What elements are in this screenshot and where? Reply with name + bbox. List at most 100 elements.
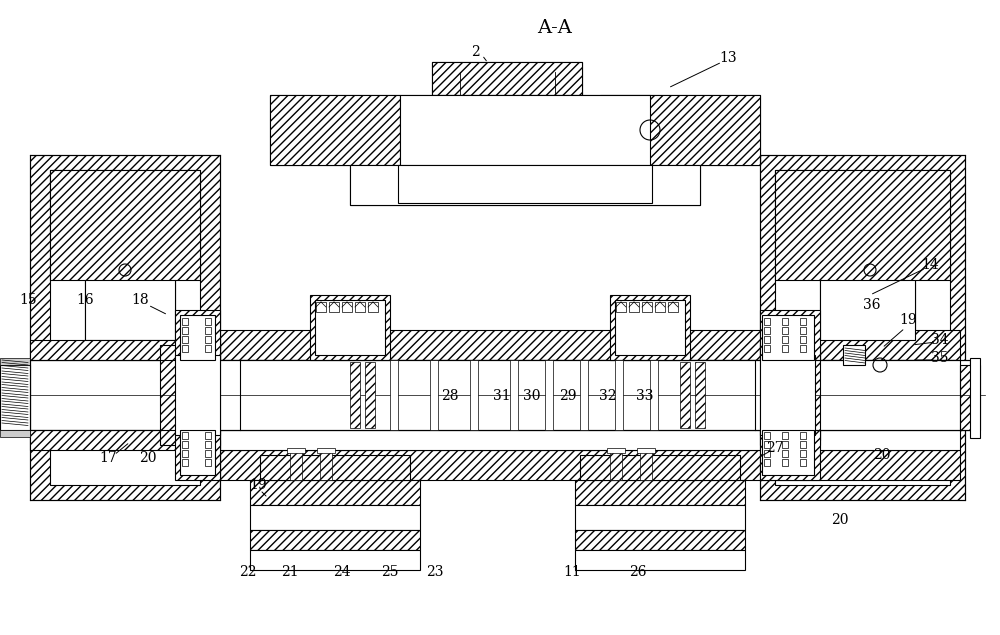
Bar — [607, 448, 625, 453]
Text: 25: 25 — [381, 565, 399, 579]
Bar — [315, 300, 385, 355]
Bar — [260, 455, 410, 480]
Bar — [400, 95, 650, 165]
Bar — [220, 450, 775, 480]
Text: 22: 22 — [239, 565, 257, 579]
Text: 28: 28 — [441, 389, 459, 403]
Text: 34: 34 — [931, 333, 949, 347]
Bar — [800, 441, 806, 448]
Polygon shape — [0, 430, 30, 437]
Bar — [843, 345, 865, 365]
Bar — [782, 432, 788, 439]
Bar — [629, 302, 639, 312]
Bar — [764, 441, 770, 448]
Bar — [182, 432, 188, 439]
Bar — [250, 530, 420, 550]
Bar — [205, 318, 211, 325]
Text: 2: 2 — [471, 45, 479, 59]
Bar — [30, 360, 970, 430]
Bar — [615, 360, 623, 430]
Bar — [640, 450, 652, 480]
Bar — [85, 280, 175, 340]
Polygon shape — [30, 430, 220, 450]
Bar — [205, 459, 211, 466]
Polygon shape — [760, 310, 820, 360]
Bar — [637, 448, 655, 453]
Bar — [800, 345, 806, 352]
Text: 18: 18 — [131, 293, 149, 307]
Polygon shape — [775, 170, 950, 340]
Bar — [545, 360, 553, 430]
Text: 14: 14 — [921, 258, 939, 272]
Bar — [616, 302, 626, 312]
Bar — [575, 480, 745, 505]
Bar — [0, 365, 30, 430]
Bar — [329, 302, 339, 312]
Bar — [220, 330, 775, 360]
Bar — [432, 62, 582, 95]
Text: 11: 11 — [563, 565, 581, 579]
Bar — [782, 327, 788, 334]
Bar — [610, 450, 622, 480]
Bar — [800, 459, 806, 466]
Text: 26: 26 — [629, 565, 647, 579]
Bar — [175, 355, 220, 435]
Text: 27: 27 — [766, 441, 784, 455]
Text: 16: 16 — [76, 293, 94, 307]
Bar — [220, 430, 775, 450]
Text: 17: 17 — [99, 451, 117, 465]
Bar — [270, 95, 400, 165]
Bar — [775, 330, 960, 360]
Bar — [317, 448, 335, 453]
Bar — [182, 459, 188, 466]
Bar — [775, 170, 950, 485]
Bar — [764, 318, 770, 325]
Bar — [655, 302, 665, 312]
Bar — [668, 302, 678, 312]
Bar — [782, 441, 788, 448]
Bar — [205, 441, 211, 448]
Bar — [764, 432, 770, 439]
Text: 36: 36 — [863, 298, 881, 312]
Text: 23: 23 — [426, 565, 444, 579]
Polygon shape — [175, 430, 220, 480]
Bar — [782, 336, 788, 343]
Bar — [205, 327, 211, 334]
Bar — [600, 95, 760, 165]
Bar — [580, 455, 740, 480]
Text: A-A: A-A — [538, 19, 572, 37]
Text: 31: 31 — [493, 389, 511, 403]
Text: 19: 19 — [249, 478, 267, 492]
Text: 24: 24 — [333, 565, 351, 579]
Bar — [430, 360, 438, 430]
Bar — [650, 360, 658, 430]
Bar — [775, 450, 960, 480]
Bar — [350, 165, 700, 205]
Text: 20: 20 — [139, 451, 157, 465]
Bar — [205, 432, 211, 439]
Bar — [182, 336, 188, 343]
Bar — [205, 450, 211, 457]
Bar — [182, 327, 188, 334]
Bar — [180, 430, 215, 475]
Bar — [764, 459, 770, 466]
Text: 29: 29 — [559, 389, 577, 403]
Bar — [250, 505, 420, 530]
Bar — [320, 450, 332, 480]
Bar — [764, 345, 770, 352]
Text: 13: 13 — [719, 51, 737, 65]
Bar — [800, 327, 806, 334]
Bar — [220, 360, 775, 380]
Bar — [182, 345, 188, 352]
Bar — [398, 165, 652, 203]
Text: 20: 20 — [831, 513, 849, 527]
Bar — [310, 295, 390, 360]
Polygon shape — [760, 155, 965, 500]
Bar — [970, 358, 980, 438]
Polygon shape — [175, 310, 220, 360]
Bar — [782, 459, 788, 466]
Text: 30: 30 — [523, 389, 541, 403]
Bar — [575, 505, 745, 530]
Polygon shape — [760, 430, 820, 480]
Bar — [160, 345, 220, 445]
